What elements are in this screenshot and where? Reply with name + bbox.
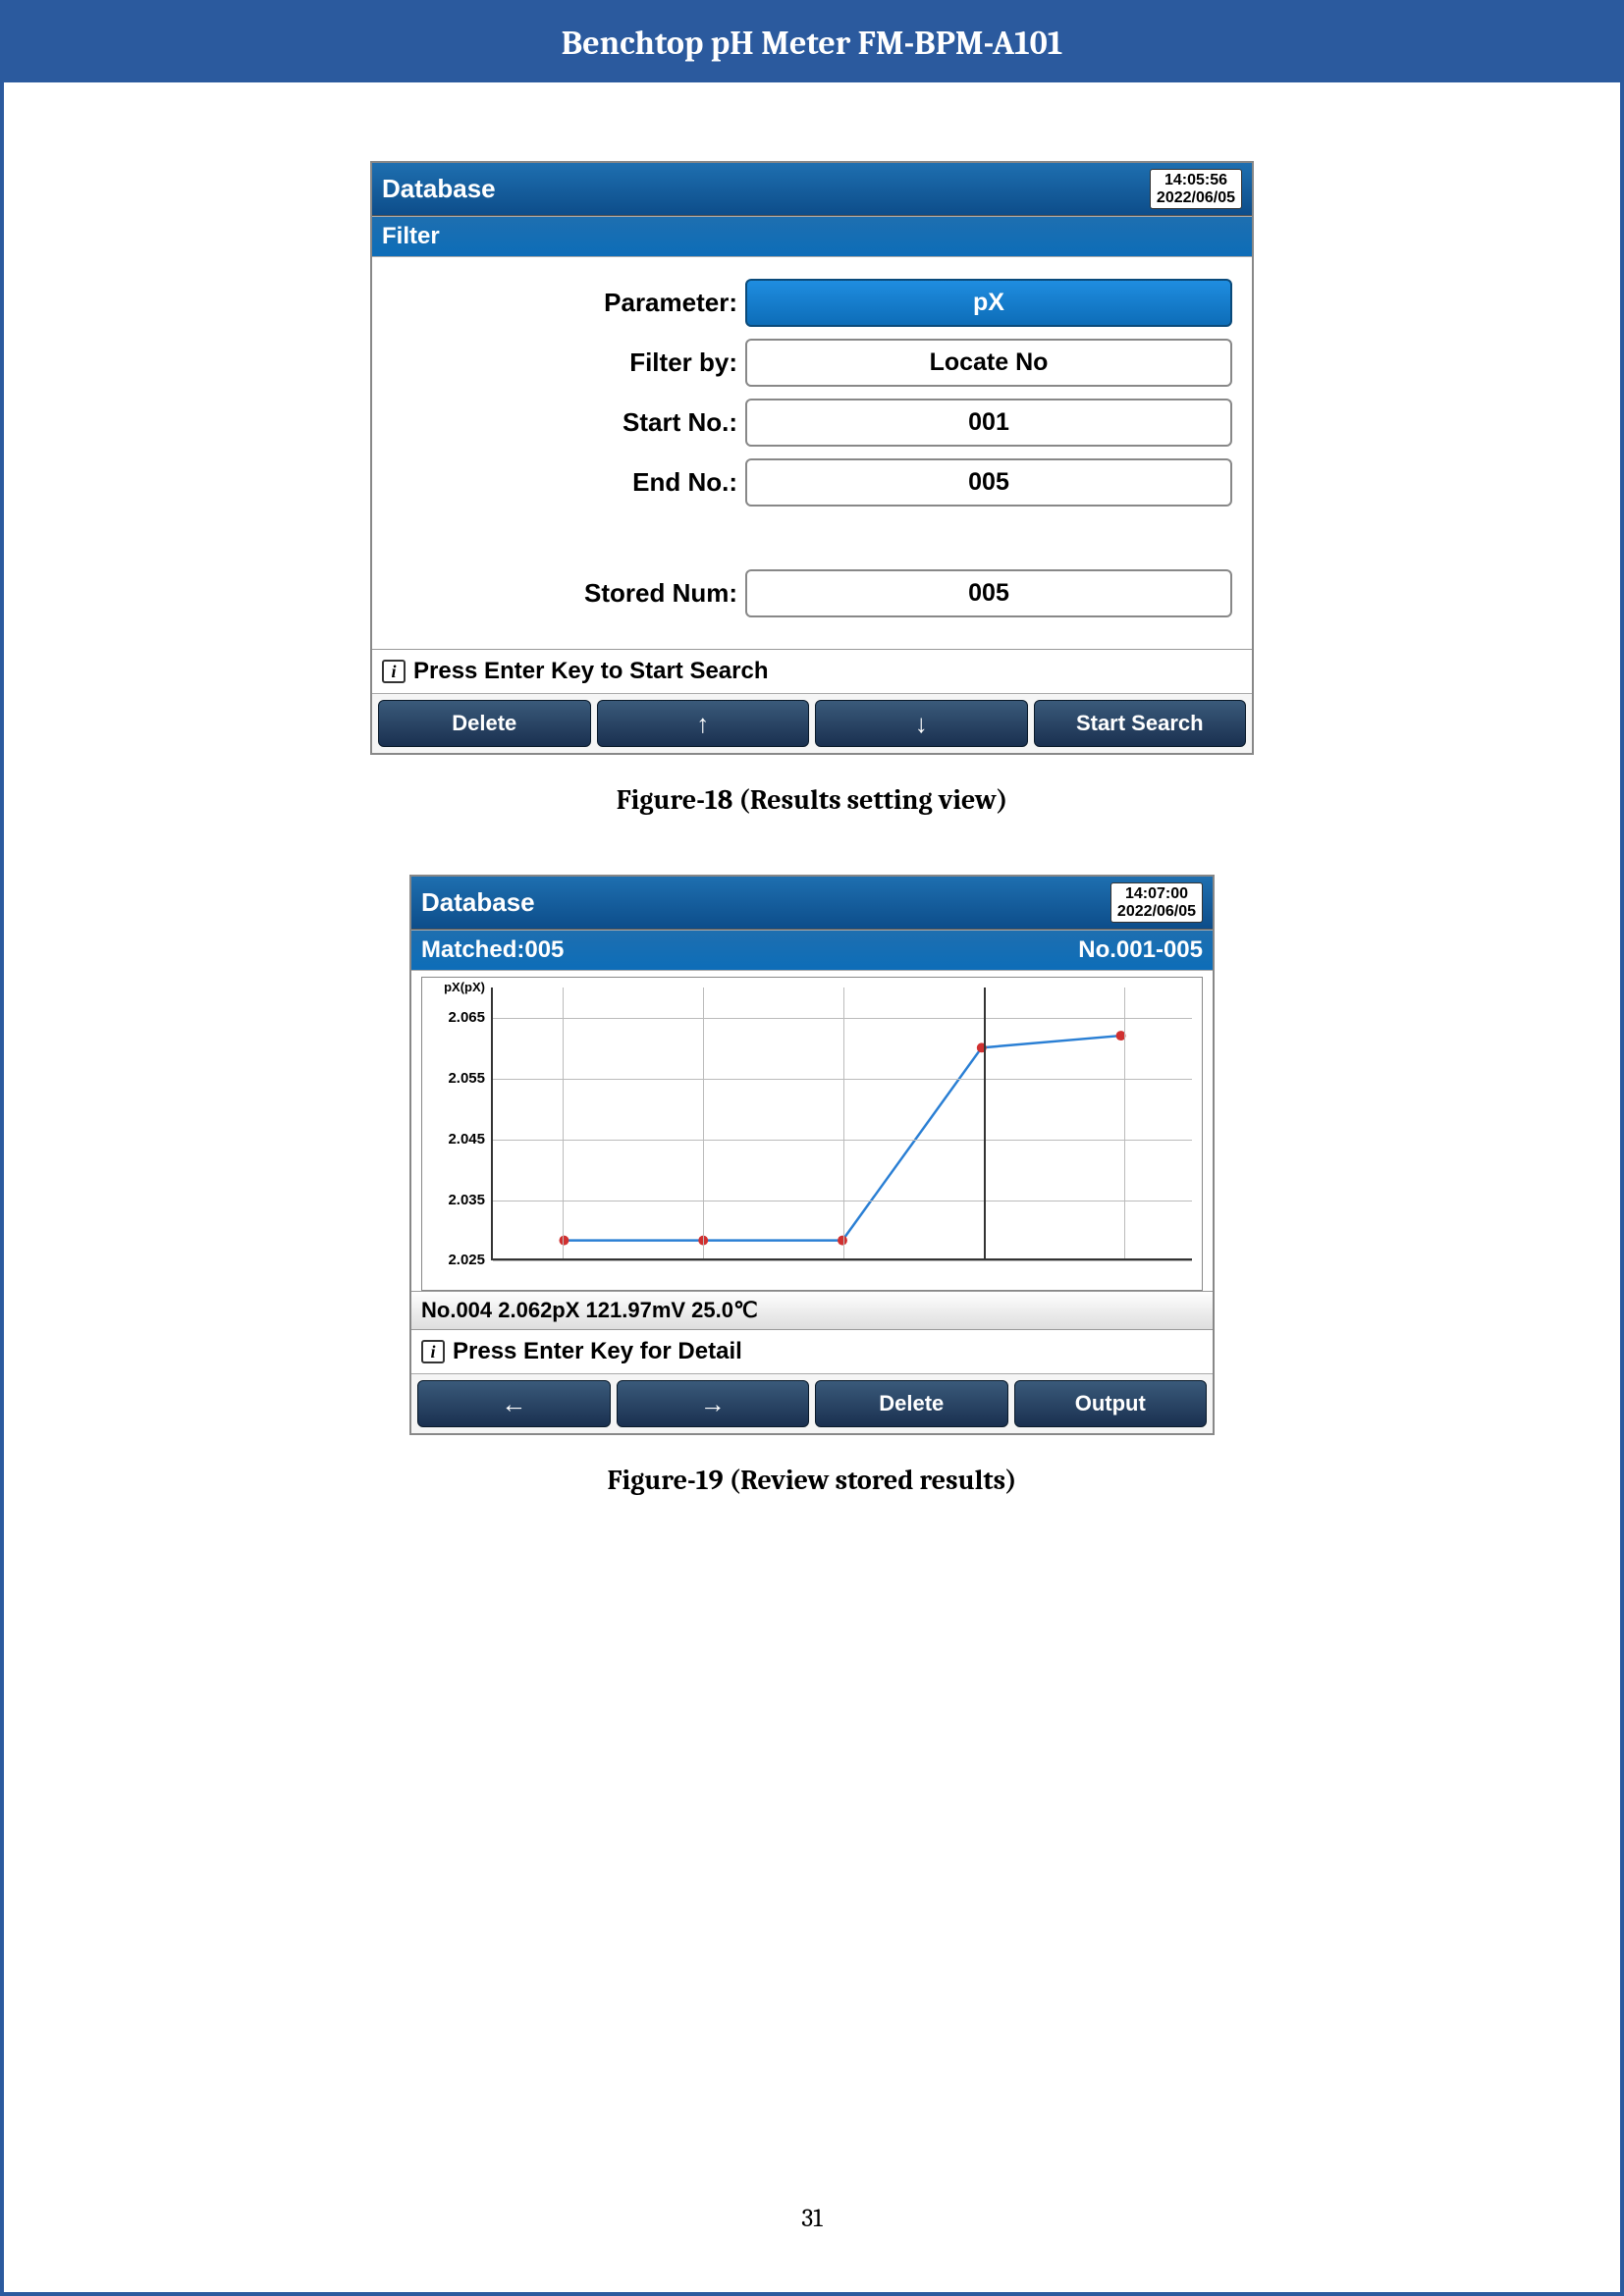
gridline-v xyxy=(843,988,844,1258)
ytick-label: 2.055 xyxy=(426,1070,485,1087)
ytick-label: 2.045 xyxy=(426,1131,485,1148)
fig19-title: Database xyxy=(421,887,535,918)
gridline-v xyxy=(703,988,704,1258)
field-parameter[interactable]: pX xyxy=(745,279,1232,327)
down-button[interactable]: ↓ xyxy=(815,700,1028,747)
gridline-v xyxy=(563,988,564,1258)
fig18-caption: Figure-18 (Results setting view) xyxy=(617,784,1008,816)
chart-marker xyxy=(559,1236,568,1246)
gridline-h xyxy=(493,1018,1192,1019)
info-icon: i xyxy=(421,1340,445,1363)
cursor-line xyxy=(984,988,986,1258)
arrow-down-icon: ↓ xyxy=(915,711,928,736)
plot-area xyxy=(491,988,1192,1260)
field-filter-by[interactable]: Locate No xyxy=(745,339,1232,387)
info-icon: i xyxy=(382,660,406,683)
page-number: 31 xyxy=(4,2204,1620,2233)
left-button[interactable]: ← xyxy=(417,1380,611,1427)
arrow-up-icon: ↑ xyxy=(696,711,709,736)
fig19-timestamp: 14:07:00 2022/06/05 xyxy=(1110,882,1203,923)
gridline-h xyxy=(493,1260,1192,1261)
output-button[interactable]: Output xyxy=(1014,1380,1208,1427)
right-button[interactable]: → xyxy=(617,1380,810,1427)
fig18-screenshot: Database 14:05:56 2022/06/05 Filter Para… xyxy=(370,161,1254,755)
gridline-v xyxy=(1124,988,1125,1258)
label-start-no: Start No.: xyxy=(392,407,745,438)
delete-button[interactable]: Delete xyxy=(378,700,591,747)
fig18-date: 2022/06/05 xyxy=(1157,189,1235,207)
fig18-timestamp: 14:05:56 2022/06/05 xyxy=(1150,169,1242,209)
gridline-h xyxy=(493,1079,1192,1080)
fig19-matched: Matched:005 xyxy=(421,936,564,964)
ytick-label: 2.065 xyxy=(426,1009,485,1026)
field-end-no[interactable]: 005 xyxy=(745,458,1232,507)
fig19-info-text: Press Enter Key for Detail xyxy=(453,1338,742,1365)
fig19-screenshot: Database 14:07:00 2022/06/05 Matched:005… xyxy=(409,875,1215,1435)
y-unit-label: pX(pX) xyxy=(426,980,485,994)
arrow-right-icon: → xyxy=(700,1391,726,1416)
fig19-date: 2022/06/05 xyxy=(1117,903,1196,921)
fig19-chart: 2.025 2.035 2.045 2.055 2.065 pX(pX) xyxy=(421,977,1203,1291)
fig18-button-bar: Delete ↑ ↓ Start Search xyxy=(372,693,1252,753)
fig19-caption: Figure-19 (Review stored results) xyxy=(608,1465,1017,1496)
label-stored-num: Stored Num: xyxy=(392,578,745,609)
ytick-label: 2.035 xyxy=(426,1192,485,1208)
gridline-h xyxy=(493,1140,1192,1141)
field-stored-num: 005 xyxy=(745,569,1232,617)
fig18-titlebar: Database 14:05:56 2022/06/05 xyxy=(372,163,1252,216)
label-end-no: End No.: xyxy=(392,467,745,498)
fig19-button-bar: ← → Delete Output xyxy=(411,1373,1213,1433)
fig19-time: 14:07:00 xyxy=(1117,885,1196,903)
chart-line xyxy=(564,1036,1120,1241)
fig18-section-header: Filter xyxy=(372,216,1252,257)
page-content: Database 14:05:56 2022/06/05 Filter Para… xyxy=(4,82,1620,1555)
fig19-readout: No.004 2.062pX 121.97mV 25.0℃ xyxy=(411,1291,1213,1329)
field-start-no[interactable]: 001 xyxy=(745,399,1232,447)
fig18-time: 14:05:56 xyxy=(1157,172,1235,189)
label-parameter: Parameter: xyxy=(392,288,745,318)
fig18-form: Parameter: pX Filter by: Locate No Start… xyxy=(372,257,1252,649)
page-header: Benchtop pH Meter FM-BPM-A101 xyxy=(4,4,1620,82)
fig18-info-text: Press Enter Key to Start Search xyxy=(413,658,769,685)
delete-button[interactable]: Delete xyxy=(815,1380,1008,1427)
fig19-titlebar: Database 14:07:00 2022/06/05 xyxy=(411,877,1213,930)
fig18-section-label: Filter xyxy=(382,223,440,250)
fig19-section-header: Matched:005 No.001-005 xyxy=(411,930,1213,971)
arrow-left-icon: ← xyxy=(501,1391,526,1416)
up-button[interactable]: ↑ xyxy=(597,700,810,747)
label-filter-by: Filter by: xyxy=(392,347,745,378)
fig19-range: No.001-005 xyxy=(1078,936,1203,964)
ytick-label: 2.025 xyxy=(426,1252,485,1268)
fig18-title: Database xyxy=(382,174,496,204)
fig19-info-bar: i Press Enter Key for Detail xyxy=(411,1329,1213,1373)
chart-marker xyxy=(838,1236,847,1246)
chart-svg xyxy=(493,988,1192,1258)
fig19-chart-wrap: 2.025 2.035 2.045 2.055 2.065 pX(pX) xyxy=(411,971,1213,1291)
fig18-info-bar: i Press Enter Key to Start Search xyxy=(372,649,1252,693)
start-search-button[interactable]: Start Search xyxy=(1034,700,1247,747)
